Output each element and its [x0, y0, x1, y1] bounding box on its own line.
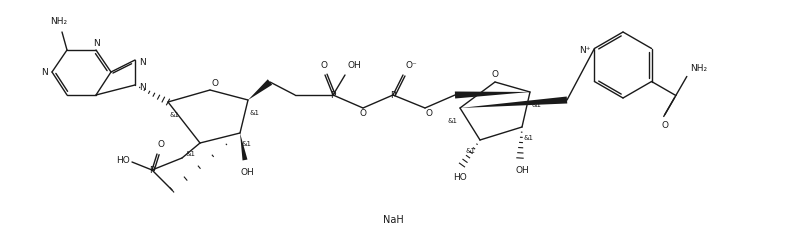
Text: OH: OH [515, 166, 529, 175]
Text: P: P [149, 165, 155, 174]
Polygon shape [455, 92, 530, 98]
Text: N: N [42, 68, 48, 77]
Text: NaH: NaH [382, 215, 403, 225]
Text: O: O [661, 121, 668, 130]
Text: &1: &1 [524, 135, 534, 141]
Text: P: P [390, 90, 396, 99]
Text: O: O [426, 109, 433, 118]
Text: N: N [139, 83, 146, 92]
Text: NH₂: NH₂ [690, 64, 707, 73]
Text: &1: &1 [250, 110, 260, 116]
Text: NH₂: NH₂ [50, 17, 68, 26]
Text: HO: HO [116, 156, 130, 165]
Text: O: O [320, 61, 327, 70]
Text: O: O [212, 79, 219, 88]
Text: HO: HO [453, 173, 467, 182]
Text: &1: &1 [170, 112, 180, 118]
Text: &1: &1 [185, 151, 195, 157]
Text: OH: OH [347, 61, 361, 70]
Polygon shape [460, 96, 568, 108]
Text: &1: &1 [465, 148, 475, 154]
Text: &1: &1 [242, 141, 252, 147]
Text: O: O [491, 70, 498, 79]
Text: O: O [158, 140, 165, 149]
Text: &1: &1 [532, 102, 542, 108]
Text: OH: OH [240, 168, 254, 177]
Text: N⁺: N⁺ [579, 46, 590, 55]
Polygon shape [248, 79, 272, 100]
Text: O⁻: O⁻ [406, 61, 418, 70]
Text: &1: &1 [448, 118, 458, 124]
Text: N: N [139, 58, 146, 67]
Text: N: N [93, 39, 100, 48]
Text: P: P [330, 90, 336, 99]
Text: O: O [360, 109, 367, 118]
Polygon shape [240, 133, 247, 160]
